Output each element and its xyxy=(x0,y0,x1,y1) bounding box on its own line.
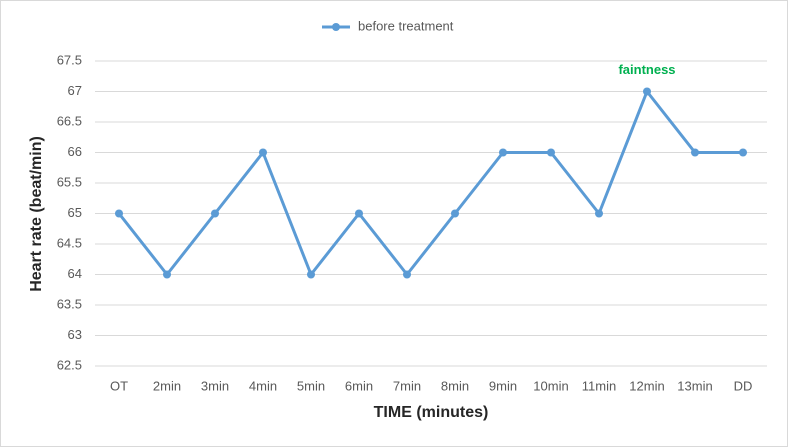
data-point xyxy=(259,148,267,157)
data-point xyxy=(547,148,555,157)
x-tick-label: 7min xyxy=(393,378,421,393)
data-point xyxy=(307,270,315,279)
x-axis-title: TIME (minutes) xyxy=(374,404,489,421)
y-tick-label: 65.5 xyxy=(57,174,82,189)
y-tick-label: 67.5 xyxy=(57,52,82,67)
data-point xyxy=(739,148,747,157)
y-tick-label: 64 xyxy=(68,266,82,281)
y-tick-label: 63.5 xyxy=(57,296,82,311)
annotation: faintness xyxy=(618,62,675,77)
data-point xyxy=(163,270,171,279)
data-point xyxy=(211,209,219,218)
y-tick-label: 64.5 xyxy=(57,235,82,250)
y-tick-label: 67 xyxy=(68,83,82,98)
x-tick-label: 8min xyxy=(441,378,469,393)
data-point xyxy=(115,209,123,218)
data-line xyxy=(117,90,743,276)
y-tick-label: 63 xyxy=(68,327,82,342)
legend-label: before treatment xyxy=(358,18,454,33)
y-tick-label: 65 xyxy=(68,205,82,220)
x-tick-label: 13min xyxy=(677,378,712,393)
x-tick-label: 3min xyxy=(201,378,229,393)
data-point xyxy=(355,209,363,218)
data-point xyxy=(595,209,603,218)
legend-marker xyxy=(332,23,340,31)
y-tick-label: 66 xyxy=(68,144,82,159)
x-tick-label: 11min xyxy=(582,378,616,393)
y-tick-label: 62.5 xyxy=(57,357,82,372)
data-point xyxy=(643,87,651,96)
x-tick-label: OT xyxy=(110,378,128,393)
data-point xyxy=(691,148,699,157)
y-axis-title: Heart rate (beat/min) xyxy=(28,136,45,292)
x-tick-label: 2min xyxy=(153,378,181,393)
x-tick-label: 6min xyxy=(345,378,373,393)
data-point xyxy=(499,148,507,157)
x-tick-label: 10min xyxy=(533,378,568,393)
x-tick-label: 9min xyxy=(489,378,517,393)
x-tick-label: 5min xyxy=(297,378,325,393)
data-point xyxy=(451,209,459,218)
x-tick-label: DD xyxy=(734,378,753,393)
data-point xyxy=(403,270,411,279)
x-tick-label: 12min xyxy=(629,378,664,393)
x-tick-label: 4min xyxy=(249,378,277,393)
y-tick-label: 66.5 xyxy=(57,113,82,128)
